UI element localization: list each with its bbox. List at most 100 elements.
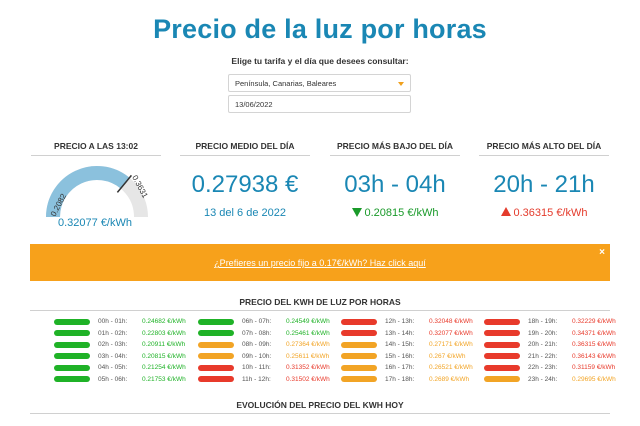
average-price-value: 0.27938 € (191, 171, 299, 198)
highest-price-range: 20h - 21h (493, 171, 595, 198)
hour-row: 17h - 18h: 0.2689 €/kWh (341, 374, 484, 386)
hour-range: 11h - 12h: (242, 375, 271, 383)
hour-price: 0.32229 €/kWh (572, 318, 616, 326)
hour-price: 0.32077 €/kWh (429, 329, 473, 337)
price-level-bar (341, 318, 377, 325)
lowest-price-value: 0.20815 €/kWh (364, 207, 439, 219)
price-level-bar (54, 341, 90, 348)
lowest-price-range: 03h - 04h (344, 171, 446, 198)
average-price-date: 13 del 6 de 2022 (204, 207, 286, 219)
lowest-price-row: 0.20815 €/kWh (320, 207, 470, 219)
hour-range: 19h - 20h: (528, 329, 558, 337)
hour-row: 05h - 06h: 0.21753 €/kWh (54, 374, 197, 386)
hour-price: 0.31502 €/kWh (286, 375, 330, 383)
hour-price: 0.31352 €/kWh (286, 364, 330, 372)
fixed-price-banner: ¿Prefieres un precio fijo a 0.17€/kWh? H… (30, 244, 610, 281)
hour-price: 0.36315 €/kWh (572, 341, 616, 349)
hour-price: 0.31159 €/kWh (572, 364, 616, 372)
hour-price: 0.20911 €/kWh (142, 341, 186, 349)
hour-row: 06h - 07h: 0.24549 €/kWh (198, 316, 341, 328)
hour-row: 00h - 01h: 0.24682 €/kWh (54, 316, 197, 328)
hour-range: 14h - 15h: (385, 341, 415, 349)
arrow-down-icon (351, 208, 362, 217)
hour-row: 10h - 11h: 0.31352 €/kWh (198, 362, 341, 374)
hour-row: 22h - 23h: 0.31159 €/kWh (484, 362, 627, 374)
hour-range: 10h - 11h: (242, 364, 271, 372)
price-level-bar (484, 364, 520, 371)
price-gauge: 0.2082 0.3631 (46, 166, 150, 218)
hourly-column: 06h - 07h: 0.24549 €/kWh 07h - 08h: 0.25461… (198, 316, 341, 385)
hour-range: 08h - 09h: (242, 341, 272, 349)
hour-range: 23h - 24h: (528, 375, 558, 383)
page-title: Precio de la luz por horas (153, 14, 487, 44)
price-level-bar (198, 318, 234, 325)
price-level-bar (198, 364, 234, 371)
price-level-bar (484, 376, 520, 383)
hour-row: 11h - 12h: 0.31502 €/kWh (198, 374, 341, 386)
price-level-bar (54, 364, 90, 371)
hour-range: 00h - 01h: (98, 318, 128, 326)
hour-price: 0.24682 €/kWh (142, 318, 186, 326)
gauge-fill (46, 166, 130, 218)
hour-row: 15h - 16h: 0.267 €/kWh (341, 351, 484, 363)
evolution-section-title: EVOLUCIÓN DEL PRECIO DEL KWH HOY (30, 400, 610, 414)
hourly-column: 12h - 13h: 0.32048 €/kWh 13h - 14h: 0.32077… (341, 316, 484, 385)
hour-row: 07h - 08h: 0.25461 €/kWh (198, 328, 341, 340)
hour-row: 14h - 15h: 0.27171 €/kWh (341, 339, 484, 351)
price-level-bar (484, 341, 520, 348)
hour-price: 0.21753 €/kWh (142, 375, 186, 383)
highest-price-value: 0.36315 €/kWh (513, 207, 588, 219)
highest-price-title: PRECIO MÁS ALTO DEL DÍA (479, 141, 609, 156)
price-level-bar (341, 353, 377, 360)
date-input-value: 13/06/2022 (235, 100, 273, 109)
hour-range: 20h - 21h: (528, 341, 558, 349)
hour-price: 0.32048 €/kWh (429, 318, 473, 326)
hour-range: 16h - 17h: (385, 364, 415, 372)
hour-price: 0.25611 €/kWh (286, 352, 330, 360)
hour-row: 20h - 21h: 0.36315 €/kWh (484, 339, 627, 351)
hour-price: 0.22803 €/kWh (142, 329, 186, 337)
price-level-bar (484, 330, 520, 337)
hour-range: 06h - 07h: (242, 318, 272, 326)
hour-range: 18h - 19h: (528, 318, 558, 326)
gauge-needle (116, 174, 132, 193)
date-input[interactable]: 13/06/2022 (228, 95, 411, 113)
hour-row: 12h - 13h: 0.32048 €/kWh (341, 316, 484, 328)
price-level-bar (54, 318, 90, 325)
hour-price: 0.27171 €/kWh (429, 341, 473, 349)
hour-row: 16h - 17h: 0.26521 €/kWh (341, 362, 484, 374)
hour-row: 04h - 05h: 0.21254 €/kWh (54, 362, 197, 374)
hour-price: 0.20815 €/kWh (142, 352, 186, 360)
lowest-price-title: PRECIO MÁS BAJO DEL DÍA (330, 141, 460, 156)
hourly-section-title: PRECIO DEL KWH DE LUZ POR HORAS (30, 297, 610, 311)
hour-row: 13h - 14h: 0.32077 €/kWh (341, 328, 484, 340)
region-select-value: Península, Canarias, Baleares (235, 79, 337, 88)
price-level-bar (198, 330, 234, 337)
hour-price: 0.34371 €/kWh (572, 329, 616, 337)
hour-row: 19h - 20h: 0.34371 €/kWh (484, 328, 627, 340)
hour-price: 0.24549 €/kWh (286, 318, 330, 326)
price-level-bar (484, 318, 520, 325)
price-level-bar (341, 341, 377, 348)
close-icon[interactable]: × (599, 247, 605, 258)
price-level-bar (341, 330, 377, 337)
price-level-bar (54, 330, 90, 337)
price-level-bar (54, 376, 90, 383)
hourly-price-grid: 00h - 01h: 0.24682 €/kWh 01h - 02h: 0.22803… (30, 316, 616, 386)
price-level-bar (198, 376, 234, 383)
hour-price: 0.25461 €/kWh (286, 329, 330, 337)
hour-range: 09h - 10h: (242, 352, 272, 360)
chevron-down-icon (398, 82, 404, 86)
hour-range: 17h - 18h: (385, 375, 415, 383)
current-price-title: PRECIO A LAS 13:02 (31, 141, 161, 156)
fixed-price-link[interactable]: ¿Prefieres un precio fijo a 0.17€/kWh? H… (214, 258, 426, 268)
hour-range: 15h - 16h: (385, 352, 415, 360)
hour-price: 0.29695 €/kWh (572, 375, 616, 383)
hour-row: 02h - 03h: 0.20911 €/kWh (54, 339, 197, 351)
hour-range: 12h - 13h: (385, 318, 415, 326)
region-select[interactable]: Península, Canarias, Baleares (228, 74, 411, 92)
hour-row: 18h - 19h: 0.32229 €/kWh (484, 316, 627, 328)
price-level-bar (341, 364, 377, 371)
hour-row: 21h - 22h: 0.36143 €/kWh (484, 351, 627, 363)
price-level-bar (198, 341, 234, 348)
